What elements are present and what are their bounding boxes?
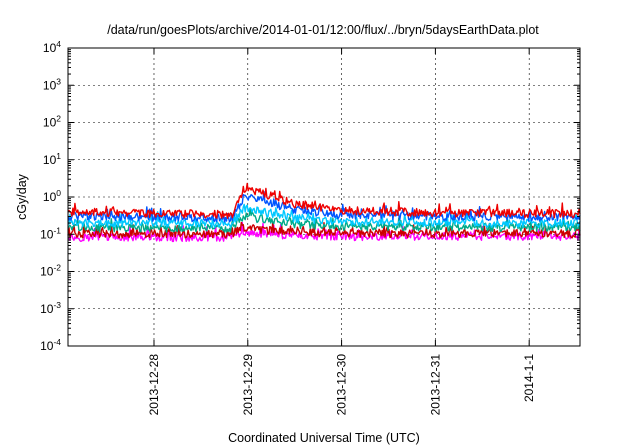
y-tick-label: 10-3: [40, 300, 61, 316]
series-line: [67, 182, 581, 220]
y-tick-label: 100: [43, 188, 61, 204]
series-layer: [67, 182, 581, 243]
y-tick-label: 103: [43, 76, 61, 92]
x-tick-label: 2013-12-29: [241, 354, 255, 416]
x-tick-label: 2013-12-28: [147, 354, 161, 416]
y-tick-label: 104: [43, 39, 61, 55]
y-tick-label: 10-2: [40, 263, 61, 279]
y-tick-label: 10-1: [40, 225, 61, 241]
x-axis-label: Coordinated Universal Time (UTC): [228, 431, 420, 445]
x-tick-label: 2013-12-31: [428, 354, 442, 416]
series-line: [67, 203, 581, 229]
grid: [68, 48, 580, 346]
chart-title: /data/run/goesPlots/archive/2014-01-01/1…: [107, 23, 539, 37]
series-line: [67, 221, 581, 243]
y-tick-label: 102: [43, 114, 61, 130]
x-tick-label: 2014-1-1: [522, 354, 536, 402]
x-axis: 2013-12-28 2013-12-29 2013-12-30 2013-12-31…: [147, 48, 536, 415]
y-tick-label: 10-4: [40, 337, 61, 353]
x-tick-label: 2013-12-30: [335, 354, 349, 416]
y-axis-label: cGy/day: [15, 173, 29, 220]
series-line: [67, 221, 581, 239]
y-axis: 10-4 10-3 10-2 10-1 100 101 102 103 104: [40, 39, 580, 353]
y-tick-label: 101: [43, 151, 61, 167]
